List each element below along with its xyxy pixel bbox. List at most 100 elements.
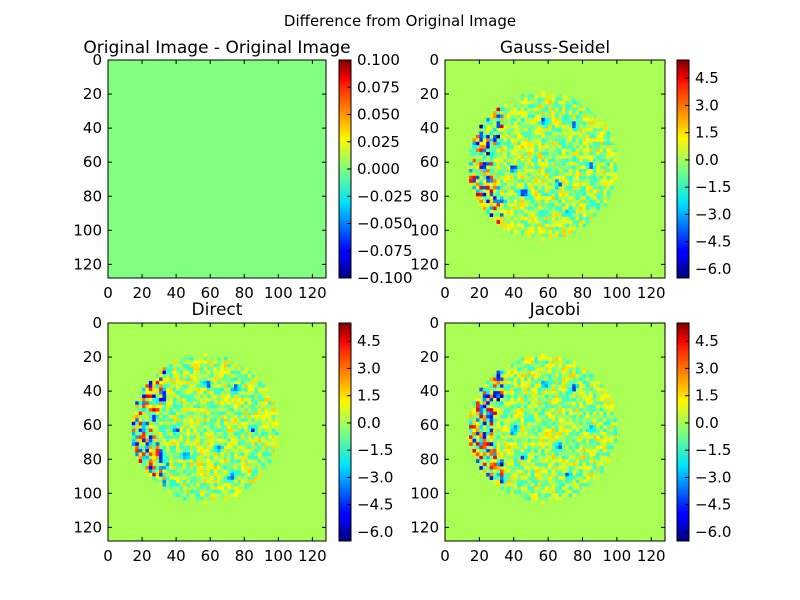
heatmap-cell (237, 425, 242, 429)
heatmap-cell (244, 432, 248, 436)
heatmap-cell (230, 455, 235, 460)
heatmap-cell (179, 421, 184, 426)
heatmap-cell (606, 162, 611, 166)
heatmap-cell (572, 401, 576, 406)
heatmap-cell (506, 134, 511, 139)
heatmap-cell (489, 175, 494, 180)
heatmap-cell (206, 452, 211, 457)
heatmap-cell (541, 114, 545, 119)
heatmap-cell (582, 203, 587, 207)
heatmap-cell (503, 449, 508, 453)
heatmap-cell (145, 449, 150, 453)
heatmap-cell (541, 155, 545, 160)
heatmap-cell (592, 182, 597, 187)
heatmap-cell (517, 387, 521, 392)
heatmap-cell (530, 418, 535, 423)
heatmap-cell (271, 428, 276, 433)
heatmap-cell (247, 397, 252, 402)
heatmap-cell (513, 374, 518, 378)
heatmap-cell (572, 114, 576, 119)
heatmap-cell (585, 411, 590, 416)
heatmap-cell (541, 360, 545, 365)
heatmap-cell (537, 117, 542, 122)
heatmap-cell (496, 394, 501, 399)
heatmap-cell (506, 483, 511, 487)
heatmap-cell (530, 496, 535, 501)
heatmap-cell (596, 145, 600, 149)
heatmap-cell (551, 428, 556, 433)
heatmap-cell (558, 459, 563, 463)
heatmap-cell (179, 370, 184, 375)
heatmap-cell (575, 384, 580, 389)
heatmap-cell (530, 363, 535, 368)
heatmap-cell (155, 479, 160, 484)
heatmap-cell (230, 483, 235, 487)
heatmap-cell (271, 411, 276, 416)
heatmap-cell (203, 421, 208, 426)
heatmap-cell (524, 131, 528, 136)
heatmap-cell (479, 162, 484, 166)
heatmap-cell (527, 466, 532, 470)
heatmap-cell (506, 114, 511, 119)
x-tick-label: 20 (133, 547, 152, 565)
heatmap-cell (223, 462, 228, 467)
heatmap-cell (520, 384, 525, 389)
heatmap-cell (541, 145, 545, 149)
heatmap-cell (186, 469, 191, 474)
heatmap-cell (176, 367, 180, 371)
colorbar-tick-label: −1.5 (695, 178, 731, 196)
heatmap-cell (176, 380, 180, 385)
heatmap-cell (469, 428, 473, 433)
heatmap-cell (254, 455, 259, 460)
heatmap-cell (517, 189, 521, 194)
heatmap-cell (551, 97, 556, 102)
heatmap-cell (469, 148, 473, 153)
heatmap-cell (510, 165, 515, 170)
heatmap-cell (565, 428, 570, 433)
heatmap-cell (513, 151, 518, 156)
heatmap-cell (152, 414, 156, 419)
heatmap-cell (264, 455, 269, 460)
heatmap-cell (603, 414, 607, 419)
heatmap-cell (572, 172, 576, 177)
heatmap-cell (142, 428, 146, 433)
heatmap-cell (513, 192, 518, 197)
heatmap-cell (544, 489, 549, 494)
heatmap-cell (596, 445, 600, 450)
heatmap-cell (561, 414, 566, 419)
heatmap-cell (503, 452, 508, 457)
heatmap-cell (496, 216, 501, 221)
heatmap-cell (579, 462, 583, 467)
heatmap-cell (527, 472, 532, 477)
heatmap-cell (568, 459, 573, 463)
heatmap-cell (520, 199, 525, 204)
heatmap-cell (213, 445, 218, 450)
heatmap-cell (482, 192, 487, 197)
heatmap-cell (558, 223, 563, 228)
heatmap-cell (182, 418, 187, 423)
heatmap-cell (596, 189, 600, 194)
heatmap-cell (610, 158, 614, 163)
heatmap-cell (223, 469, 228, 474)
heatmap-cell (493, 192, 497, 197)
y-tick-label: 20 (83, 85, 102, 103)
heatmap-cell (230, 493, 235, 498)
heatmap-cell (565, 397, 570, 402)
heatmap-cell (582, 476, 587, 480)
heatmap-cell (561, 213, 566, 217)
heatmap-cell (142, 411, 146, 416)
heatmap-cell (530, 387, 535, 392)
heatmap-cell (572, 418, 576, 423)
heatmap-cell (196, 496, 201, 501)
heatmap-cell (169, 414, 174, 419)
heatmap-cell (610, 404, 614, 409)
heatmap-cell (182, 374, 187, 378)
heatmap-cell (493, 175, 497, 180)
heatmap-cell (496, 384, 501, 389)
heatmap-cell (555, 496, 559, 501)
x-tick-label: 120 (298, 547, 327, 565)
heatmap-cell (148, 469, 153, 474)
colorbar-gradient (676, 59, 690, 279)
heatmap-cell (500, 216, 504, 221)
heatmap-cell (162, 479, 167, 484)
